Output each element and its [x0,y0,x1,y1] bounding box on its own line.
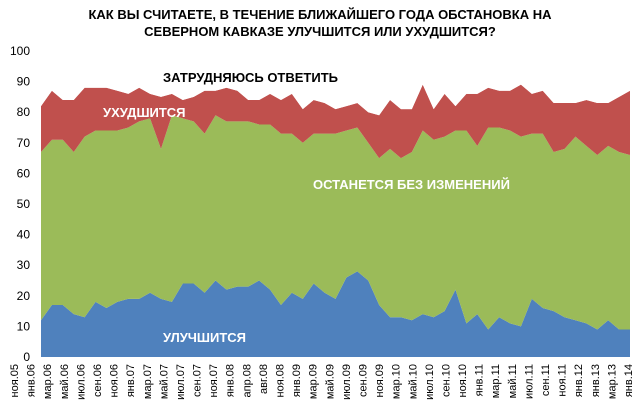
x-tick-label: мар.10 [391,364,403,399]
x-tick-label: май.10 [407,364,419,399]
area-label-undecided: ЗАТРУДНЯЮСЬ ОТВЕТИТЬ [163,70,338,85]
x-tick-label: янв.12 [573,364,585,397]
x-tick-label: мар.07 [142,364,154,399]
x-tick-label: янв.08 [225,364,237,397]
y-tick-label: 80 [17,105,31,119]
x-tick-label: июл.09 [341,364,353,400]
x-tick-label: янв.11 [474,364,486,396]
y-tick-label: 0 [23,350,30,364]
chart-title: КАК ВЫ СЧИТАЕТЕ, В ТЕЧЕНИЕ БЛИЖАЙШЕГО ГО… [40,6,600,40]
x-tick-label: апр.08 [241,364,253,397]
area-series-improve [41,271,630,357]
y-tick-label: 90 [17,75,31,89]
x-tick-label: сен.09 [357,364,369,397]
x-tick-label: янв.09 [291,364,303,397]
x-tick-label: май.06 [59,364,71,399]
x-tick-label: ноя.06 [109,364,121,397]
y-tick-label: 40 [17,228,31,242]
y-tick-label: 60 [17,166,31,180]
x-tick-label: сен.06 [92,364,104,397]
y-tick-label: 10 [17,319,31,333]
area-label-worse: УХУДШИТСЯ [103,105,186,120]
area-series-same [41,115,630,330]
area-series-group [41,51,630,357]
x-tick-label: ноя.11 [557,364,569,397]
chart-title-line-2: СЕВЕРНОМ КАВКАЗЕ УЛУЧШИТСЯ ИЛИ УХУДШИТСЯ… [144,24,496,39]
x-tick-label: янв.07 [125,364,137,397]
x-tick-label: июл.11 [523,364,535,399]
x-tick-label: мар.13 [606,364,618,399]
x-tick-label: авг.08 [258,364,270,394]
y-tick-label: 70 [17,136,31,150]
x-axis: ноя.05 янв.06 мар.06 май.06 июл.06 сен.06 ноя.… [9,364,635,400]
x-tick-label: сен.11 [540,364,552,396]
x-tick-label: сен.10 [440,364,452,397]
x-tick-label: мар.09 [308,364,320,399]
y-tick-label: 30 [17,258,31,272]
x-tick-label: сен.07 [192,364,204,397]
x-tick-label: мар.06 [42,364,54,399]
x-tick-label: мар.11 [490,364,502,398]
y-tick-label: 50 [17,197,31,211]
x-tick-label: янв.13 [590,364,602,397]
x-tick-label: ноя.05 [9,364,21,397]
area-series-worse [41,84,630,159]
x-tick-label: ноя.09 [374,364,386,397]
x-tick-label: июл.10 [424,364,436,400]
y-tick-label: 20 [17,289,31,303]
y-axis: 0 10 20 30 40 50 60 70 80 90 100 [10,44,30,364]
x-tick-label: ноя.08 [275,364,287,397]
x-tick-label: май.11 [507,364,519,398]
area-series-undecided [41,51,630,116]
x-tick-label: ноя.07 [208,364,220,397]
x-tick-label: май.09 [324,364,336,399]
y-tick-label: 100 [10,44,30,58]
area-label-same: ОСТАНЕТСЯ БЕЗ ИЗМЕНЕНИЙ [313,177,510,192]
x-tick-label: июл.06 [75,364,87,400]
x-tick-label: июл.07 [175,364,187,400]
area-label-improve: УЛУЧШИТСЯ [163,330,246,345]
x-tick-label: янв.06 [26,364,38,397]
x-tick-label: май.07 [158,364,170,399]
x-tick-label: ноя.10 [457,364,469,397]
chart-title-line-1: КАК ВЫ СЧИТАЕТЕ, В ТЕЧЕНИЕ БЛИЖАЙШЕГО ГО… [88,7,552,22]
x-tick-label: янв.14 [623,364,635,397]
